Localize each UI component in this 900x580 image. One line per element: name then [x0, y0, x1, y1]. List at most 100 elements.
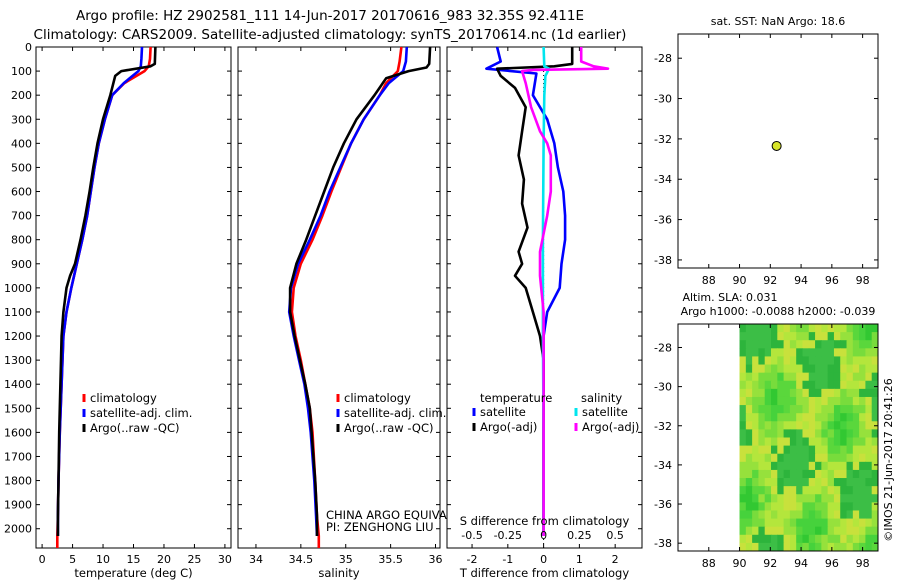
- sla-cell: [758, 396, 766, 406]
- sla-cell: [758, 380, 766, 390]
- map-x-tick-label: 94: [794, 557, 808, 570]
- sla-cell: [871, 380, 878, 390]
- sla-cell: [846, 405, 854, 414]
- depth-tick-label: 1900: [4, 499, 32, 512]
- sla-cell: [764, 340, 772, 349]
- secondary-tick-label: -0.25: [494, 529, 522, 542]
- sla-cell: [758, 469, 766, 479]
- sla-cell: [827, 526, 835, 536]
- sla-cell: [764, 478, 772, 487]
- sla-cell: [752, 542, 760, 551]
- sla-cell: [764, 469, 772, 479]
- sla-cell: [815, 461, 822, 471]
- depth-tick-label: 200: [11, 89, 32, 102]
- x-axis-label: T difference from climatology: [459, 566, 630, 580]
- sla-cell: [852, 526, 860, 536]
- map-x-tick-label: 90: [733, 274, 747, 287]
- depth-tick-label: 1200: [4, 330, 32, 343]
- x-tick-label: 5: [69, 553, 76, 566]
- sla-cell: [821, 332, 829, 341]
- sla-cell: [808, 437, 816, 447]
- sla-cell: [758, 372, 766, 382]
- sla-cell: [846, 388, 854, 398]
- x-axis-label: salinity: [318, 566, 359, 580]
- depth-tick-label: 100: [11, 65, 32, 78]
- sla-cell: [802, 332, 810, 341]
- sla-cell: [865, 437, 873, 447]
- x-tick-label: 25: [187, 553, 201, 566]
- sla-cell: [752, 324, 760, 333]
- sla-cell: [865, 429, 873, 439]
- map-y-tick-label: -30: [654, 93, 672, 106]
- depth-tick-label: 2000: [4, 523, 32, 536]
- sla-cell: [758, 332, 766, 341]
- sla-cell: [821, 510, 829, 520]
- sla-cell: [771, 324, 778, 333]
- sla-cell: [802, 388, 810, 398]
- map-x-tick-label: 96: [825, 274, 839, 287]
- sla-cell: [865, 421, 873, 430]
- sla-cell: [739, 413, 747, 422]
- sla-cell: [796, 445, 804, 455]
- sla-cell: [783, 437, 791, 447]
- sla-cell: [821, 405, 829, 414]
- map-y-tick-label: -38: [654, 254, 672, 267]
- sla-cell: [764, 364, 772, 374]
- sla-cell: [758, 461, 766, 471]
- sla-cell: [865, 461, 873, 471]
- depth-tick-label: 1400: [4, 378, 32, 391]
- sla-cell: [852, 396, 860, 406]
- sla-cell: [777, 380, 785, 390]
- sla-cell: [783, 396, 791, 406]
- sla-cell: [865, 356, 873, 366]
- sla-cell: [871, 332, 878, 341]
- sla-cell: [859, 340, 867, 349]
- sla-cell: [771, 542, 778, 551]
- location-map-frame: [677, 33, 879, 269]
- sla-cell: [840, 469, 848, 479]
- sla-cell: [796, 388, 804, 398]
- sla-cell: [764, 413, 772, 422]
- legend-label: Argo(..raw -QC): [90, 421, 180, 435]
- sla-cell: [752, 405, 760, 414]
- sla-cell: [789, 429, 797, 439]
- sla-cell: [802, 518, 810, 528]
- sla-cell: [852, 413, 860, 422]
- sla-cell: [758, 356, 766, 366]
- sla-cell: [821, 380, 829, 390]
- sla-cell: [764, 405, 772, 414]
- sla-cell: [833, 445, 841, 455]
- sla-cell: [821, 502, 829, 512]
- sla-cell: [833, 510, 841, 520]
- map-y-tick-label: -28: [654, 52, 672, 65]
- sla-cell: [846, 437, 854, 447]
- sla-cell: [739, 518, 747, 528]
- sla-cell: [871, 413, 878, 422]
- sla-cell: [771, 437, 778, 447]
- sla-cell: [777, 453, 785, 463]
- sla-cell: [752, 494, 760, 503]
- sla-cell: [764, 421, 772, 430]
- sla-cell: [840, 518, 848, 528]
- sla-cell: [833, 421, 841, 430]
- sla-cell: [840, 502, 848, 512]
- sla-cell: [871, 372, 878, 382]
- sla-cell: [840, 324, 848, 333]
- sla-cell: [871, 518, 878, 528]
- sla-cell: [815, 429, 822, 439]
- sla-cell: [852, 437, 860, 447]
- sla-cell: [808, 356, 816, 366]
- depth-tick-label: 1100: [4, 306, 32, 319]
- sla-cell: [840, 429, 848, 439]
- sla-cell: [840, 461, 848, 471]
- sla-cell: [739, 445, 747, 455]
- sla-cell: [745, 461, 753, 471]
- sla-cell: [859, 437, 867, 447]
- sla-cell: [777, 478, 785, 487]
- sla-cell: [802, 445, 810, 455]
- sla-cell: [815, 502, 822, 512]
- sla-cell: [827, 429, 835, 439]
- sla-cell: [764, 526, 772, 536]
- sla-cell: [739, 324, 747, 333]
- sla-cell: [859, 372, 867, 382]
